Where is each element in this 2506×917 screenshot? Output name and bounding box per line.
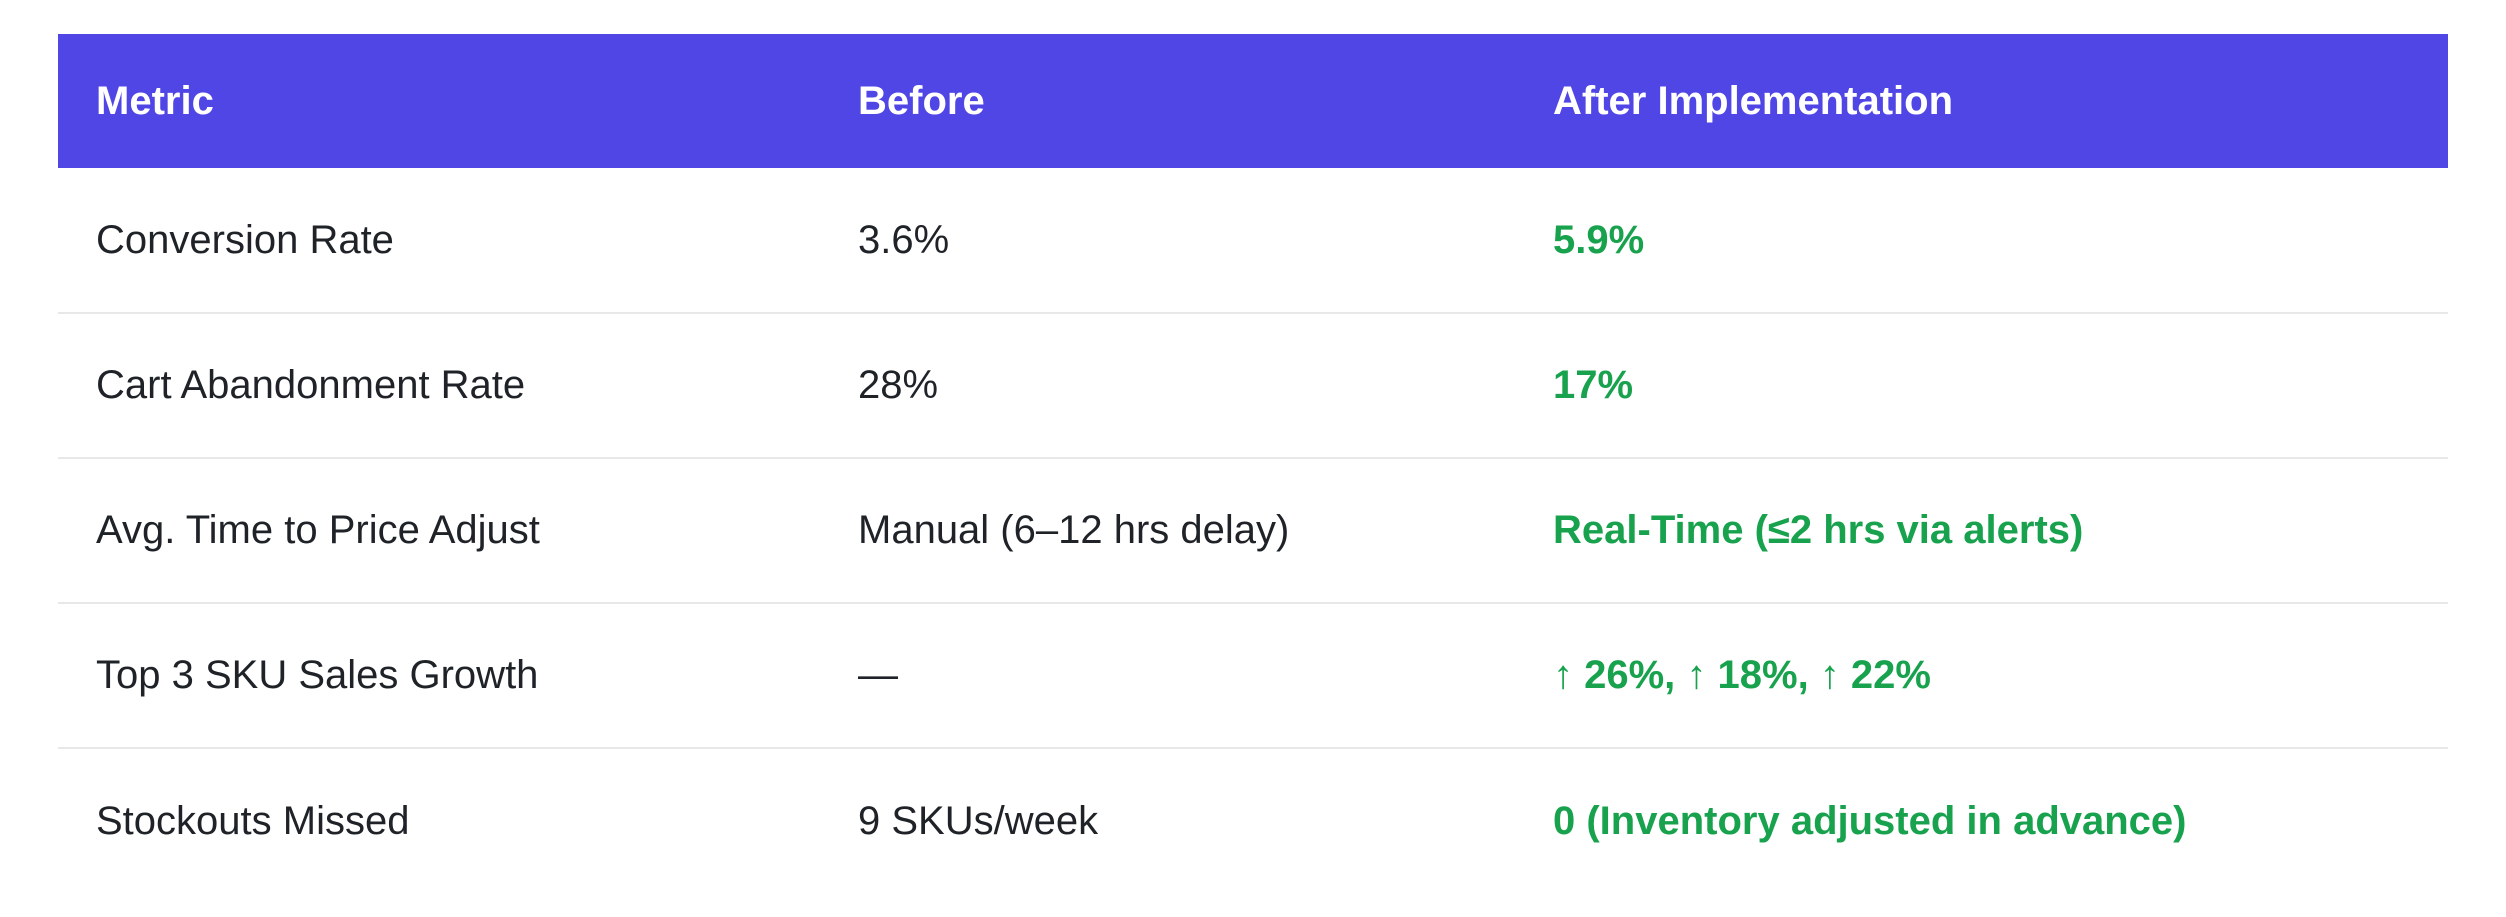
table-row: Top 3 SKU Sales Growth — ↑ 26%, ↑ 18%, ↑… <box>58 603 2448 749</box>
table-row: Stockouts Missed 9 SKUs/week 0 (Inventor… <box>58 748 2448 893</box>
before-value-cell: — <box>820 603 1515 749</box>
metric-cell: Conversion Rate <box>58 168 820 314</box>
table-row: Avg. Time to Price Adjust Manual (6–12 h… <box>58 458 2448 604</box>
metric-cell: Cart Abandonment Rate <box>58 313 820 459</box>
table-row: Conversion Rate 3.6% 5.9% <box>58 168 2448 314</box>
metric-cell: Top 3 SKU Sales Growth <box>58 603 820 749</box>
metric-cell: Avg. Time to Price Adjust <box>58 458 820 604</box>
before-value-cell: 9 SKUs/week <box>820 748 1515 893</box>
after-value-cell: Real-Time (≤2 hrs via alerts) <box>1515 458 2448 604</box>
table-header-row: Metric Before After Implementation <box>58 34 2448 168</box>
header-cell-metric: Metric <box>58 34 820 168</box>
after-value-cell: 0 (Inventory adjusted in advance) <box>1515 748 2448 893</box>
metric-cell: Stockouts Missed <box>58 748 820 893</box>
table-row: Cart Abandonment Rate 28% 17% <box>58 313 2448 459</box>
header-cell-after-implementation: After Implementation <box>1515 34 2448 168</box>
header-cell-before: Before <box>820 34 1515 168</box>
after-value-cell: 5.9% <box>1515 168 2448 314</box>
before-value-cell: Manual (6–12 hrs delay) <box>820 458 1515 604</box>
before-after-metrics-table: Metric Before After Implementation Conve… <box>58 34 2448 893</box>
before-value-cell: 28% <box>820 313 1515 459</box>
after-value-cell: ↑ 26%, ↑ 18%, ↑ 22% <box>1515 603 2448 749</box>
after-value-cell: 17% <box>1515 313 2448 459</box>
before-value-cell: 3.6% <box>820 168 1515 314</box>
